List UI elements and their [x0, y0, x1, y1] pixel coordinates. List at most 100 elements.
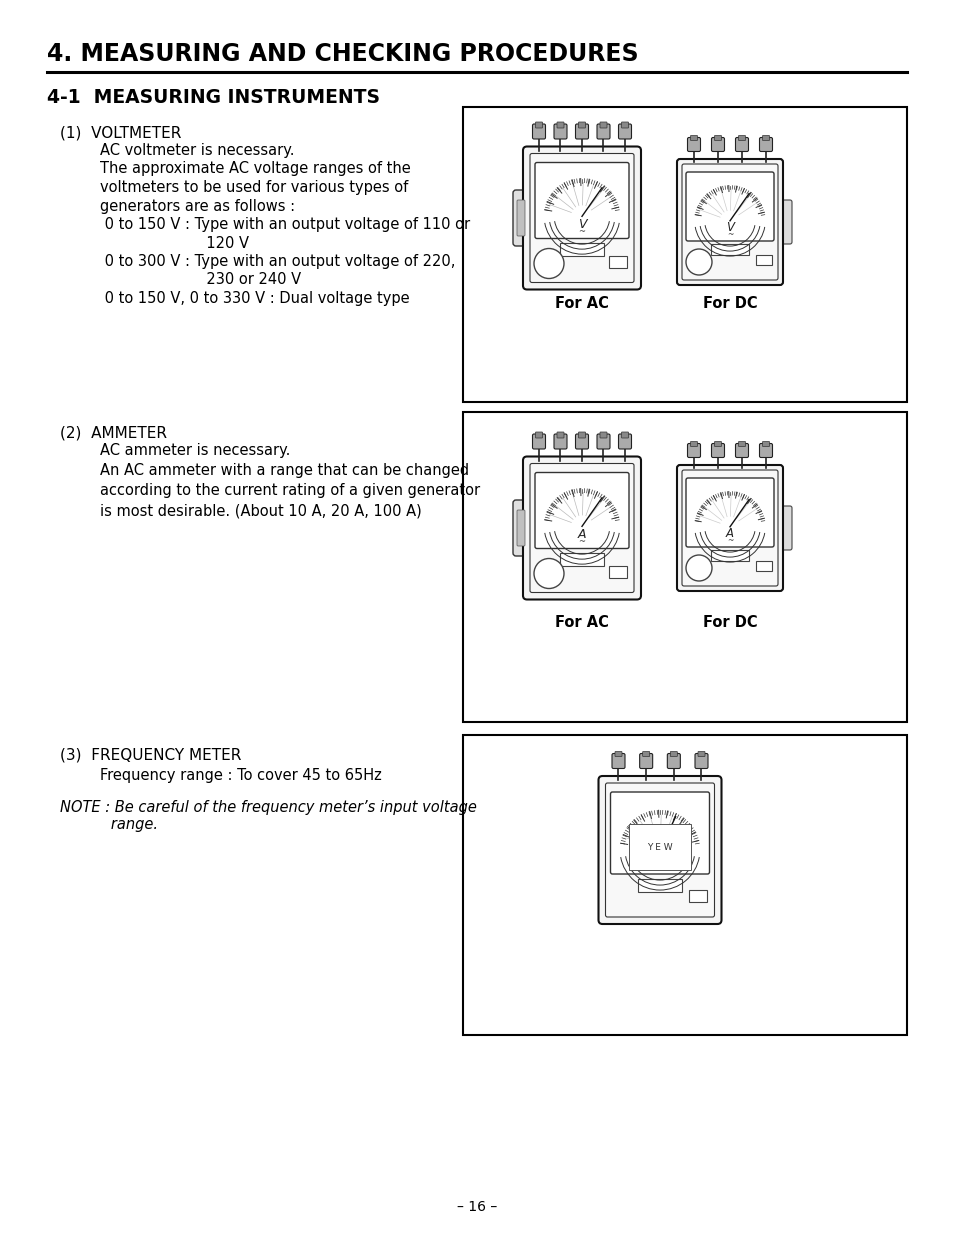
FancyBboxPatch shape — [620, 122, 628, 128]
FancyBboxPatch shape — [578, 432, 585, 438]
Bar — [608, 566, 626, 578]
FancyBboxPatch shape — [598, 776, 720, 924]
Text: 0 to 150 V, 0 to 330 V : Dual voltage type: 0 to 150 V, 0 to 330 V : Dual voltage ty… — [100, 291, 409, 306]
FancyBboxPatch shape — [620, 432, 628, 438]
Text: is most desirable. (About 10 A, 20 A, 100 A): is most desirable. (About 10 A, 20 A, 10… — [100, 503, 421, 517]
FancyBboxPatch shape — [554, 433, 566, 450]
FancyBboxPatch shape — [698, 752, 704, 757]
FancyBboxPatch shape — [535, 122, 542, 128]
Text: AC voltmeter is necessary.: AC voltmeter is necessary. — [100, 143, 294, 158]
Text: AC ammeter is necessary.: AC ammeter is necessary. — [100, 443, 290, 458]
Text: (2)  AMMETER: (2) AMMETER — [60, 425, 167, 440]
FancyBboxPatch shape — [711, 443, 723, 457]
Text: For DC: For DC — [702, 615, 757, 630]
FancyBboxPatch shape — [610, 792, 709, 874]
FancyBboxPatch shape — [667, 753, 679, 768]
Text: ~: ~ — [726, 536, 733, 546]
Text: 4-1  MEASURING INSTRUMENTS: 4-1 MEASURING INSTRUMENTS — [47, 88, 379, 107]
FancyBboxPatch shape — [513, 500, 530, 556]
Bar — [462, 735, 906, 1035]
Text: A: A — [725, 527, 733, 540]
FancyBboxPatch shape — [618, 433, 631, 450]
FancyBboxPatch shape — [761, 136, 769, 141]
FancyBboxPatch shape — [605, 783, 714, 918]
Bar — [608, 256, 626, 268]
FancyBboxPatch shape — [615, 752, 621, 757]
FancyBboxPatch shape — [597, 124, 609, 140]
Circle shape — [685, 555, 711, 580]
Text: V: V — [578, 217, 586, 231]
Text: ~: ~ — [578, 537, 585, 546]
Text: For DC: For DC — [702, 296, 757, 311]
Text: 0 to 300 V : Type with an output voltage of 220,: 0 to 300 V : Type with an output voltage… — [100, 254, 455, 269]
Text: 230 or 240 V: 230 or 240 V — [100, 273, 301, 288]
Text: NOTE : Be careful of the frequency meter’s input voltage
           range.: NOTE : Be careful of the frequency meter… — [60, 800, 476, 832]
FancyBboxPatch shape — [642, 752, 649, 757]
FancyBboxPatch shape — [554, 124, 566, 140]
FancyBboxPatch shape — [522, 147, 640, 289]
FancyBboxPatch shape — [535, 432, 542, 438]
FancyBboxPatch shape — [677, 159, 782, 285]
Text: A: A — [578, 527, 586, 541]
Text: according to the current rating of a given generator: according to the current rating of a giv… — [100, 483, 479, 498]
FancyBboxPatch shape — [690, 136, 697, 141]
FancyBboxPatch shape — [695, 753, 707, 768]
Text: (3)  FREQUENCY METER: (3) FREQUENCY METER — [60, 748, 241, 763]
FancyBboxPatch shape — [690, 441, 697, 447]
FancyBboxPatch shape — [685, 172, 773, 241]
Text: V: V — [725, 221, 733, 235]
FancyBboxPatch shape — [714, 136, 720, 141]
FancyBboxPatch shape — [513, 190, 530, 246]
FancyBboxPatch shape — [759, 443, 772, 457]
Bar — [559, 552, 603, 566]
FancyBboxPatch shape — [639, 753, 652, 768]
FancyBboxPatch shape — [575, 433, 588, 450]
FancyBboxPatch shape — [530, 463, 634, 593]
FancyBboxPatch shape — [618, 124, 631, 140]
Text: Frequency range : To cover 45 to 65Hz: Frequency range : To cover 45 to 65Hz — [100, 768, 381, 783]
Bar — [755, 254, 771, 266]
Circle shape — [534, 248, 563, 279]
Text: generators are as follows :: generators are as follows : — [100, 199, 294, 214]
Text: ~: ~ — [726, 230, 733, 240]
Circle shape — [534, 558, 563, 589]
FancyBboxPatch shape — [778, 200, 791, 245]
Circle shape — [685, 249, 711, 275]
FancyBboxPatch shape — [578, 122, 585, 128]
FancyBboxPatch shape — [735, 137, 748, 152]
FancyBboxPatch shape — [714, 441, 720, 447]
FancyBboxPatch shape — [761, 441, 769, 447]
Bar — [638, 879, 681, 892]
FancyBboxPatch shape — [557, 432, 563, 438]
FancyBboxPatch shape — [778, 506, 791, 550]
FancyBboxPatch shape — [687, 443, 700, 457]
Text: 120 V: 120 V — [100, 236, 249, 251]
FancyBboxPatch shape — [670, 752, 677, 757]
FancyBboxPatch shape — [681, 164, 778, 280]
Bar — [710, 550, 748, 561]
FancyBboxPatch shape — [681, 471, 778, 585]
FancyBboxPatch shape — [597, 433, 609, 450]
FancyBboxPatch shape — [711, 137, 723, 152]
FancyBboxPatch shape — [517, 510, 524, 546]
FancyBboxPatch shape — [522, 457, 640, 599]
FancyBboxPatch shape — [599, 432, 606, 438]
Bar — [462, 412, 906, 722]
FancyBboxPatch shape — [557, 122, 563, 128]
Text: 4. MEASURING AND CHECKING PROCEDURES: 4. MEASURING AND CHECKING PROCEDURES — [47, 42, 638, 65]
Text: For AC: For AC — [555, 615, 608, 630]
FancyBboxPatch shape — [738, 136, 744, 141]
Text: ~: ~ — [578, 227, 585, 236]
Bar — [710, 245, 748, 254]
Text: The approximate AC voltage ranges of the: The approximate AC voltage ranges of the — [100, 162, 411, 177]
Text: 0 to 150 V : Type with an output voltage of 110 or: 0 to 150 V : Type with an output voltage… — [100, 217, 470, 232]
FancyBboxPatch shape — [530, 153, 634, 283]
Text: – 16 –: – 16 – — [456, 1200, 497, 1214]
Text: (1)  VOLTMETER: (1) VOLTMETER — [60, 125, 181, 140]
FancyBboxPatch shape — [535, 163, 628, 238]
Bar — [559, 242, 603, 256]
FancyBboxPatch shape — [517, 200, 524, 236]
Text: Hz: Hz — [652, 852, 667, 866]
Text: Y E W: Y E W — [646, 842, 672, 852]
Text: For AC: For AC — [555, 296, 608, 311]
